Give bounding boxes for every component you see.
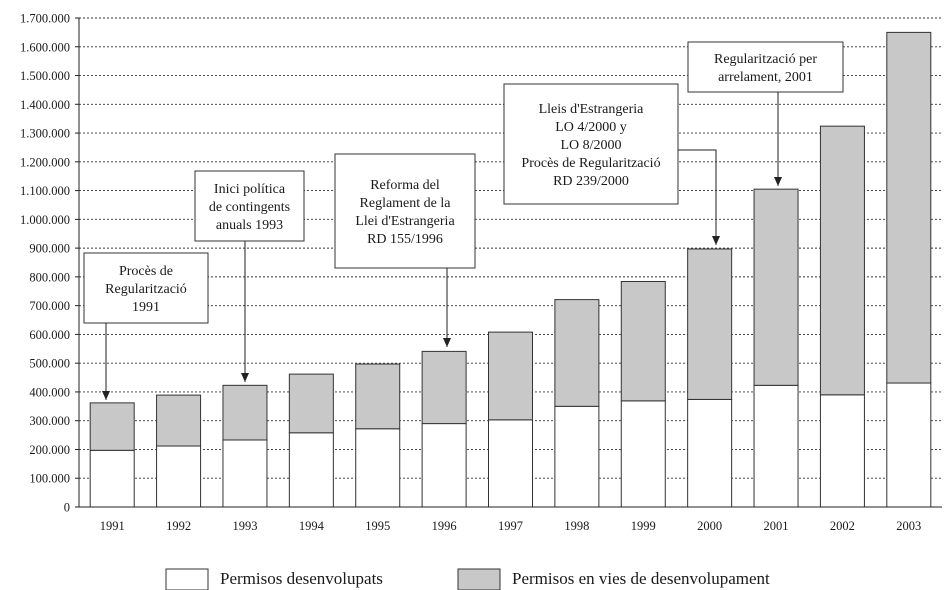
annotation-text: LO 4/2000 y	[555, 120, 627, 135]
bar-en-vies	[488, 331, 533, 421]
bar-desenvolupats	[753, 384, 799, 508]
y-axis-tick-labels: 0 100.000 200.000 300.000 400.000 500.000 600.…	[20, 12, 70, 515]
y-tick-label: 100.000	[29, 472, 70, 486]
annotation-text: Llei d'Estrangeria	[355, 214, 455, 229]
bar-desenvolupats	[355, 428, 401, 508]
legend-label: Permisos en vies de desenvolupament	[512, 569, 770, 588]
x-tick-label: 2001	[764, 519, 789, 533]
x-tick-label: 1994	[299, 519, 325, 533]
annotation-text: Reforma del	[370, 178, 440, 193]
y-tick-label: 200.000	[29, 443, 70, 457]
annotation-text: Reglament de la	[360, 196, 452, 211]
bar-desenvolupats	[421, 423, 467, 508]
bar-en-vies	[753, 188, 799, 386]
legend-swatch	[165, 568, 209, 590]
y-tick-label: 1.100.000	[20, 184, 70, 198]
x-tick-label: 1997	[498, 519, 523, 533]
annotation-arrow-head	[102, 391, 110, 400]
annotation-text: arrelament, 2001	[718, 70, 813, 85]
legend-label: Permisos desenvolupats	[220, 569, 383, 588]
annotation-box	[194, 170, 305, 242]
axes	[75, 17, 942, 508]
annotation-text: RD 239/2000	[553, 174, 629, 189]
x-tick-label: 1993	[232, 519, 257, 533]
bar-desenvolupats	[687, 398, 733, 508]
annotation-text: Procès de Regularització	[521, 156, 660, 171]
y-tick-label: 1.700.000	[20, 12, 70, 26]
x-tick-label: 1999	[631, 519, 656, 533]
y-tick-label: 900.000	[29, 242, 70, 256]
annotation-text: Inici política	[214, 182, 286, 197]
annotation-box	[687, 41, 844, 93]
bar-desenvolupats	[288, 432, 334, 508]
bar-en-vies	[222, 384, 268, 441]
y-tick-label: 0	[64, 501, 70, 515]
annotation-arrow-head	[443, 338, 451, 347]
y-tick-label: 1.000.000	[20, 213, 70, 227]
annotation-text: Regularització	[105, 282, 187, 297]
annotation-text: Lleis d'Estrangeria	[539, 102, 645, 117]
bar-en-vies	[620, 280, 666, 402]
annotation-text: 1991	[132, 300, 160, 315]
annotation-arrow-head	[774, 177, 782, 186]
annotation-box	[503, 83, 679, 205]
y-tick-label: 1.300.000	[20, 127, 70, 141]
bar-en-vies	[819, 125, 865, 396]
bar-desenvolupats	[488, 419, 533, 508]
annotation-text: anuals 1993	[216, 218, 283, 233]
x-tick-label: 1992	[166, 519, 191, 533]
bar-desenvolupats	[886, 382, 932, 508]
y-tick-label: 500.000	[29, 357, 70, 371]
bar-desenvolupats	[819, 394, 865, 508]
bar-en-vies	[687, 248, 733, 400]
y-tick-label: 700.000	[29, 299, 70, 313]
bar-en-vies	[421, 350, 467, 425]
bar-en-vies	[89, 402, 135, 451]
y-tick-label: 1.600.000	[20, 40, 70, 54]
y-tick-label: 1.500.000	[20, 69, 70, 83]
annotation-arrow-head	[241, 373, 249, 382]
x-tick-label: 1998	[564, 519, 589, 533]
bar-desenvolupats	[156, 445, 202, 508]
x-tick-label: 2002	[830, 519, 855, 533]
x-tick-label: 2000	[697, 519, 722, 533]
y-tick-label: 400.000	[29, 385, 70, 399]
bar-desenvolupats	[222, 439, 268, 508]
x-tick-label: 1995	[365, 519, 390, 533]
bar-desenvolupats	[89, 449, 135, 508]
x-tick-label: 2003	[896, 519, 921, 533]
bar-desenvolupats	[620, 400, 666, 508]
bar-desenvolupats	[554, 405, 600, 508]
annotation-text: LO 8/2000	[560, 138, 621, 153]
legend-swatch	[457, 568, 501, 590]
annotation-text: RD 155/1996	[367, 232, 443, 247]
bar-en-vies	[886, 31, 932, 384]
x-axis-tick-labels: 1991 1992 1993 1994 1995 1996 1997 1998 1999 2000…	[100, 519, 922, 533]
bar-en-vies	[288, 373, 334, 434]
x-tick-label: 1991	[100, 519, 125, 533]
y-tick-label: 800.000	[29, 270, 70, 284]
bar-en-vies	[156, 394, 202, 447]
bars	[89, 31, 932, 508]
bar-en-vies	[554, 299, 600, 407]
annotation-text: Regularització per	[714, 52, 817, 67]
bar-en-vies	[355, 363, 401, 430]
y-tick-label: 300.000	[29, 414, 70, 428]
x-tick-label: 1996	[432, 519, 457, 533]
y-tick-label: 600.000	[29, 328, 70, 342]
y-tick-label: 1.200.000	[20, 155, 70, 169]
legend: Permisos desenvolupats Permisos en vies d…	[165, 568, 770, 590]
annotation-box	[83, 252, 209, 324]
annotations: Procès de Regularització 1991 Inici polític…	[83, 41, 844, 400]
y-tick-label: 1.400.000	[20, 98, 70, 112]
annotation-text: de contingents	[209, 200, 290, 215]
annotation-arrow-line	[678, 149, 717, 245]
annotation-arrow-head	[712, 236, 720, 245]
annotation-text: Procès de	[119, 264, 173, 279]
annotation-box	[334, 153, 476, 269]
